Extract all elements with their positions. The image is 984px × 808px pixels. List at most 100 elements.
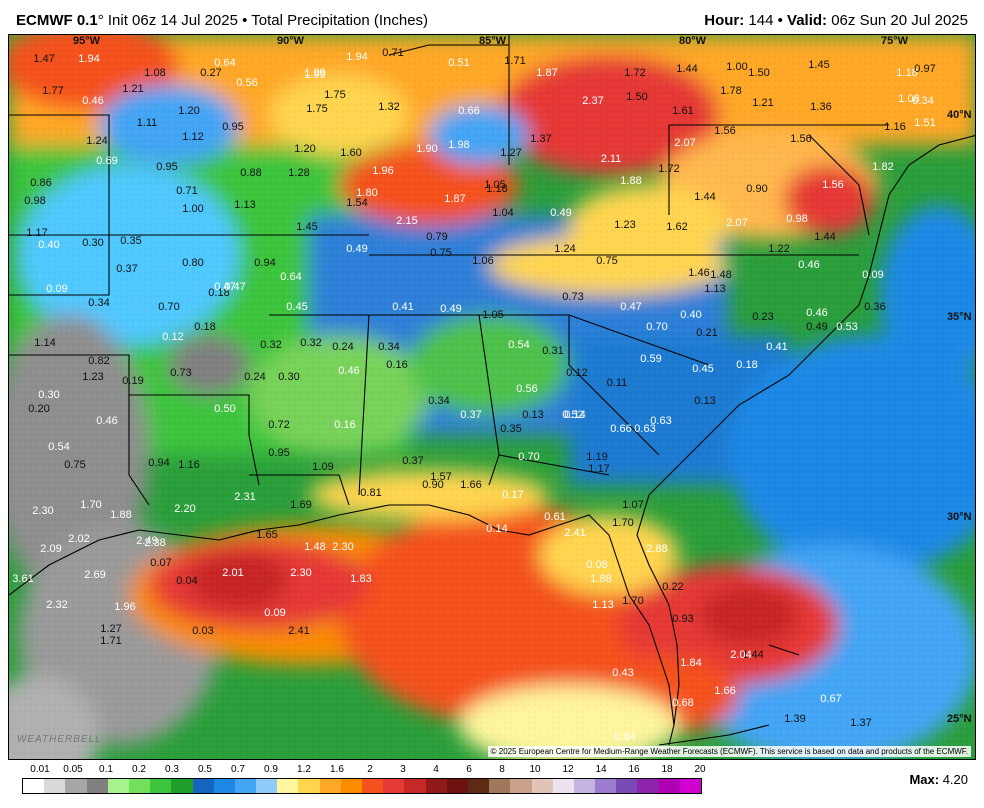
precip-value-label: 2.30: [32, 505, 54, 517]
precip-value-label: 2.01: [222, 567, 244, 579]
model-name: ECMWF 0.1: [16, 12, 98, 29]
precip-value-label: 0.16: [386, 359, 408, 371]
precip-value-label: 2.20: [174, 503, 196, 515]
legend-color-swatch: [404, 779, 426, 793]
precip-value-label: 0.45: [692, 363, 714, 375]
valid-label: Valid:: [787, 12, 828, 29]
legend-color-swatch: [531, 779, 553, 793]
precip-value-label: 0.09: [46, 283, 68, 295]
lon-label-75w: 75°W: [881, 35, 909, 47]
precip-value-label: 0.59: [640, 353, 662, 365]
precip-value-label: 0.34: [912, 95, 934, 107]
precip-value-label: 1.21: [122, 83, 144, 95]
legend-tick-label: 12: [562, 764, 574, 775]
precip-value-label: 1.69: [290, 499, 312, 511]
precip-value-label: 1.77: [42, 85, 64, 97]
legend-color-swatch: [489, 779, 511, 793]
precip-value-label: 1.90: [416, 143, 438, 155]
precip-value-label: 0.95: [156, 161, 178, 173]
precip-value-label: 1.56: [790, 133, 812, 145]
precip-value-label: 0.07: [150, 557, 172, 569]
precip-value-label: 1.06: [472, 255, 494, 267]
precip-value-label: 1.96: [114, 601, 136, 613]
legend-colorbar: [22, 778, 702, 794]
precip-value-label: 0.04: [176, 575, 198, 587]
precip-value-label: 0.63: [634, 423, 656, 435]
precip-value-label: 1.50: [748, 67, 770, 79]
precip-value-label: 0.82: [88, 355, 110, 367]
precip-value-label: 0.46: [82, 95, 104, 107]
precip-value-label: 1.05: [484, 179, 506, 191]
precip-value-label: 1.17: [588, 463, 610, 475]
precip-value-label: 0.18: [194, 321, 216, 333]
legend-tick-label: 1.2: [297, 764, 311, 775]
precip-value-label: 1.61: [672, 105, 694, 117]
precip-value-label: 0.46: [338, 365, 360, 377]
legend-color-swatch: [573, 779, 596, 793]
precip-value-label: 2.15: [396, 215, 418, 227]
precip-value-label: 0.08: [586, 559, 608, 571]
precip-value-label: 2.04: [730, 649, 752, 661]
precip-value-label: 0.98: [24, 195, 46, 207]
precip-value-label: 0.67: [820, 693, 842, 705]
legend-tick-label: 0.5: [198, 764, 212, 775]
legend-color-swatch: [86, 779, 108, 793]
precip-value-label: 1.47: [33, 53, 55, 65]
legend-color-swatch: [319, 779, 341, 793]
precip-value-label: 2.41: [288, 625, 310, 637]
precip-value-label: 0.49: [346, 243, 368, 255]
lon-label-85w: 85°W: [479, 35, 507, 47]
precip-value-label: 1.13: [592, 599, 614, 611]
precip-value-label: 0.47: [214, 281, 236, 293]
lon-label-80w: 80°W: [679, 35, 707, 47]
precip-value-label: 0.19: [122, 375, 144, 387]
precip-value-label: 0.69: [96, 155, 118, 167]
precip-value-label: 0.16: [334, 419, 356, 431]
legend-color-swatch: [595, 779, 617, 793]
precip-value-label: 1.20: [178, 105, 200, 117]
legend-color-swatch: [510, 779, 532, 793]
precip-value-label: 1.44: [814, 231, 836, 243]
precip-value-label: 1.23: [82, 371, 104, 383]
precip-value-label: 1.65: [256, 529, 278, 541]
precip-value-label: 1.44: [742, 649, 764, 661]
precip-value-label: 3.61: [12, 573, 34, 585]
max-number: 4.20: [942, 772, 968, 787]
precip-value-label: 2.31: [234, 491, 256, 503]
map-header: ECMWF 0.1° Init 06z 14 Jul 2025 • Total …: [0, 0, 984, 34]
precip-value-label: 1.88: [620, 175, 642, 187]
precip-value-label: 1.72: [658, 163, 680, 175]
legend-tick-label: 4: [433, 764, 439, 775]
precip-value-label: 2.11: [600, 153, 622, 165]
precip-value-label: 0.09: [862, 269, 884, 281]
precip-value-label: 0.61: [544, 511, 566, 523]
copyright-notice: © 2025 European Centre for Medium-Range …: [487, 746, 971, 757]
precip-value-label: 2.02: [68, 533, 90, 545]
precip-value-label: 0.70: [646, 321, 668, 333]
precip-value-label: 1.19: [586, 451, 608, 463]
precip-value-label: 2.69: [84, 569, 106, 581]
precip-value-label: 1.28: [288, 167, 310, 179]
precip-value-label: 0.47: [620, 301, 642, 313]
precip-value-label: 0.34: [428, 395, 450, 407]
legend-tick-label: 0.9: [264, 764, 278, 775]
precip-value-label: 0.46: [806, 307, 828, 319]
precip-value-label: 0.41: [392, 301, 414, 313]
legend-color-swatch: [425, 779, 447, 793]
precip-value-label: 0.14: [486, 523, 508, 535]
precip-value-label: 0.24: [332, 341, 354, 353]
precip-value-label: 0.75: [64, 459, 86, 471]
legend-color-swatch: [23, 779, 45, 793]
precip-value-label: 0.86: [30, 177, 52, 189]
precip-value-label: 1.37: [530, 133, 552, 145]
precip-value-label: 1.12: [182, 131, 204, 143]
legend-color-swatch: [362, 779, 384, 793]
precip-value-label: 0.09: [264, 607, 286, 619]
precip-value-label: 1.13: [704, 283, 726, 295]
precip-value-label: 1.94: [78, 53, 100, 65]
precip-value-label: 0.94: [254, 257, 276, 269]
legend-tick-label: 3: [400, 764, 406, 775]
precip-value-label: 0.88: [240, 167, 262, 179]
precip-value-label: 1.70: [80, 499, 102, 511]
precip-value-label: 0.56: [516, 383, 538, 395]
